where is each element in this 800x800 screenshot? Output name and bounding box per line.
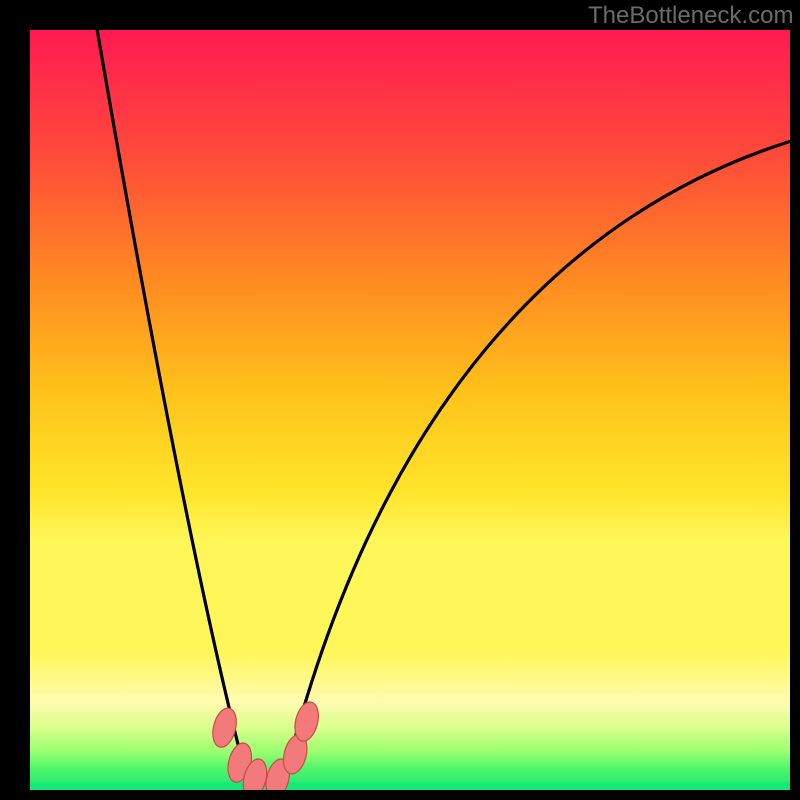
- chart-svg: [30, 30, 790, 790]
- watermark: TheBottleneck.com: [588, 2, 793, 30]
- plot-area: [30, 30, 790, 790]
